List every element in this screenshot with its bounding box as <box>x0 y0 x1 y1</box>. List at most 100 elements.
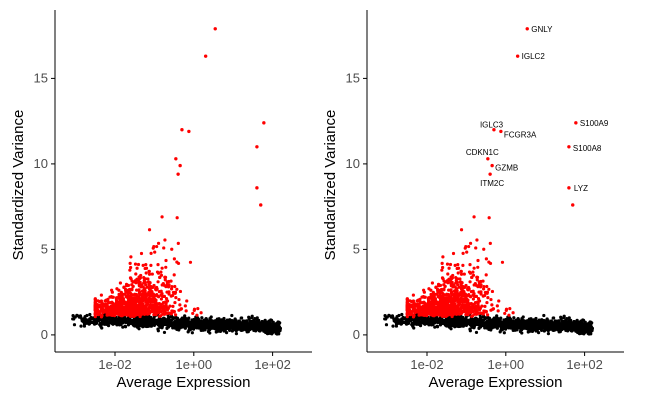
scatter-point <box>117 292 121 297</box>
scatter-point <box>507 316 512 320</box>
scatter-point <box>467 293 471 297</box>
highlighted-point <box>490 163 494 168</box>
scatter-point <box>171 304 175 308</box>
scatter-point <box>393 318 397 322</box>
scatter-point <box>221 319 225 323</box>
scatter-point <box>134 281 138 285</box>
scatter-point <box>258 327 262 331</box>
scatter-point <box>453 308 457 313</box>
scatter-point <box>567 321 571 325</box>
scatter-point <box>110 290 114 294</box>
scatter-point <box>271 320 275 324</box>
scatter-point <box>516 319 520 324</box>
scatter-point <box>182 317 187 321</box>
scatter-point <box>465 300 469 304</box>
scatter-point <box>443 298 447 302</box>
scatter-point <box>475 238 479 242</box>
scatter-point <box>141 325 145 329</box>
scatter-point <box>100 326 104 330</box>
scatter-point <box>404 319 408 324</box>
scatter-point <box>247 315 251 319</box>
scatter-point <box>457 307 461 311</box>
scatter-point <box>120 305 124 309</box>
scatter-point <box>269 318 273 322</box>
scatter-point <box>125 294 129 298</box>
scatter-point <box>437 307 441 312</box>
scatter-point <box>109 313 113 317</box>
right-gene-labels: GNLYIGLC2S100A9IGLC3FCGR3AS100A8CDKN1CGZ… <box>466 25 609 193</box>
highlighted-point <box>187 129 191 134</box>
scatter-point <box>470 325 475 329</box>
scatter-point <box>470 321 474 326</box>
scatter-point <box>463 246 467 250</box>
scatter-point <box>170 285 174 289</box>
scatter-point <box>533 319 537 323</box>
scatter-point <box>495 314 499 318</box>
gene-label: S100A8 <box>573 144 602 153</box>
scatter-point <box>464 307 468 311</box>
scatter-point <box>153 303 157 307</box>
scatter-point <box>452 292 456 297</box>
scatter-point <box>191 311 195 316</box>
scatter-point <box>77 315 81 319</box>
scatter-point <box>142 304 147 308</box>
scatter-point <box>384 323 389 327</box>
scatter-point <box>252 328 256 332</box>
scatter-point <box>88 312 92 317</box>
scatter-point <box>570 327 574 331</box>
scatter-point <box>436 304 440 308</box>
scatter-point <box>274 321 279 326</box>
scatter-point <box>252 319 256 323</box>
scatter-point <box>503 320 507 324</box>
scatter-point <box>475 322 479 327</box>
scatter-point <box>264 330 268 335</box>
scatter-point <box>487 316 492 320</box>
scatter-point <box>169 312 174 316</box>
scatter-point <box>240 316 244 320</box>
scatter-point <box>485 326 489 330</box>
highlighted-point <box>488 172 492 176</box>
scatter-point <box>124 282 129 286</box>
scatter-point <box>173 284 177 289</box>
scatter-point <box>552 316 556 320</box>
scatter-point <box>512 320 517 325</box>
scatter-point <box>250 322 254 326</box>
scatter-point <box>148 309 152 314</box>
scatter-point <box>129 255 133 259</box>
scatter-point <box>559 315 563 319</box>
scatter-point <box>86 319 90 323</box>
scatter-point <box>142 281 146 285</box>
scatter-point <box>125 311 129 315</box>
scatter-point <box>206 321 210 326</box>
scatter-point <box>442 301 446 306</box>
scatter-point <box>158 275 162 280</box>
scatter-point <box>502 331 506 335</box>
scatter-point <box>204 319 208 324</box>
scatter-point <box>455 324 459 328</box>
scatter-point <box>216 329 220 333</box>
scatter-point <box>479 279 483 284</box>
scatter-point <box>160 302 164 306</box>
scatter-point <box>453 325 457 329</box>
highlighted-point <box>499 129 503 134</box>
scatter-point <box>572 321 576 325</box>
scatter-point <box>395 315 399 319</box>
scatter-point <box>103 322 107 326</box>
scatter-point <box>104 309 108 313</box>
scatter-point <box>206 329 210 334</box>
x-tick-label: 1e+00 <box>488 357 525 372</box>
scatter-point <box>456 266 461 270</box>
y-tick-label: 10 <box>346 156 360 171</box>
scatter-point <box>176 261 181 266</box>
scatter-point <box>417 318 421 323</box>
scatter-point <box>450 314 454 319</box>
scatter-point <box>127 319 131 324</box>
scatter-point <box>152 307 156 311</box>
scatter-point <box>236 321 240 325</box>
scatter-point <box>147 272 152 276</box>
scatter-point <box>119 297 123 301</box>
scatter-point <box>134 306 139 310</box>
scatter-point <box>196 307 200 311</box>
scatter-point <box>460 286 465 290</box>
scatter-point <box>133 292 137 296</box>
